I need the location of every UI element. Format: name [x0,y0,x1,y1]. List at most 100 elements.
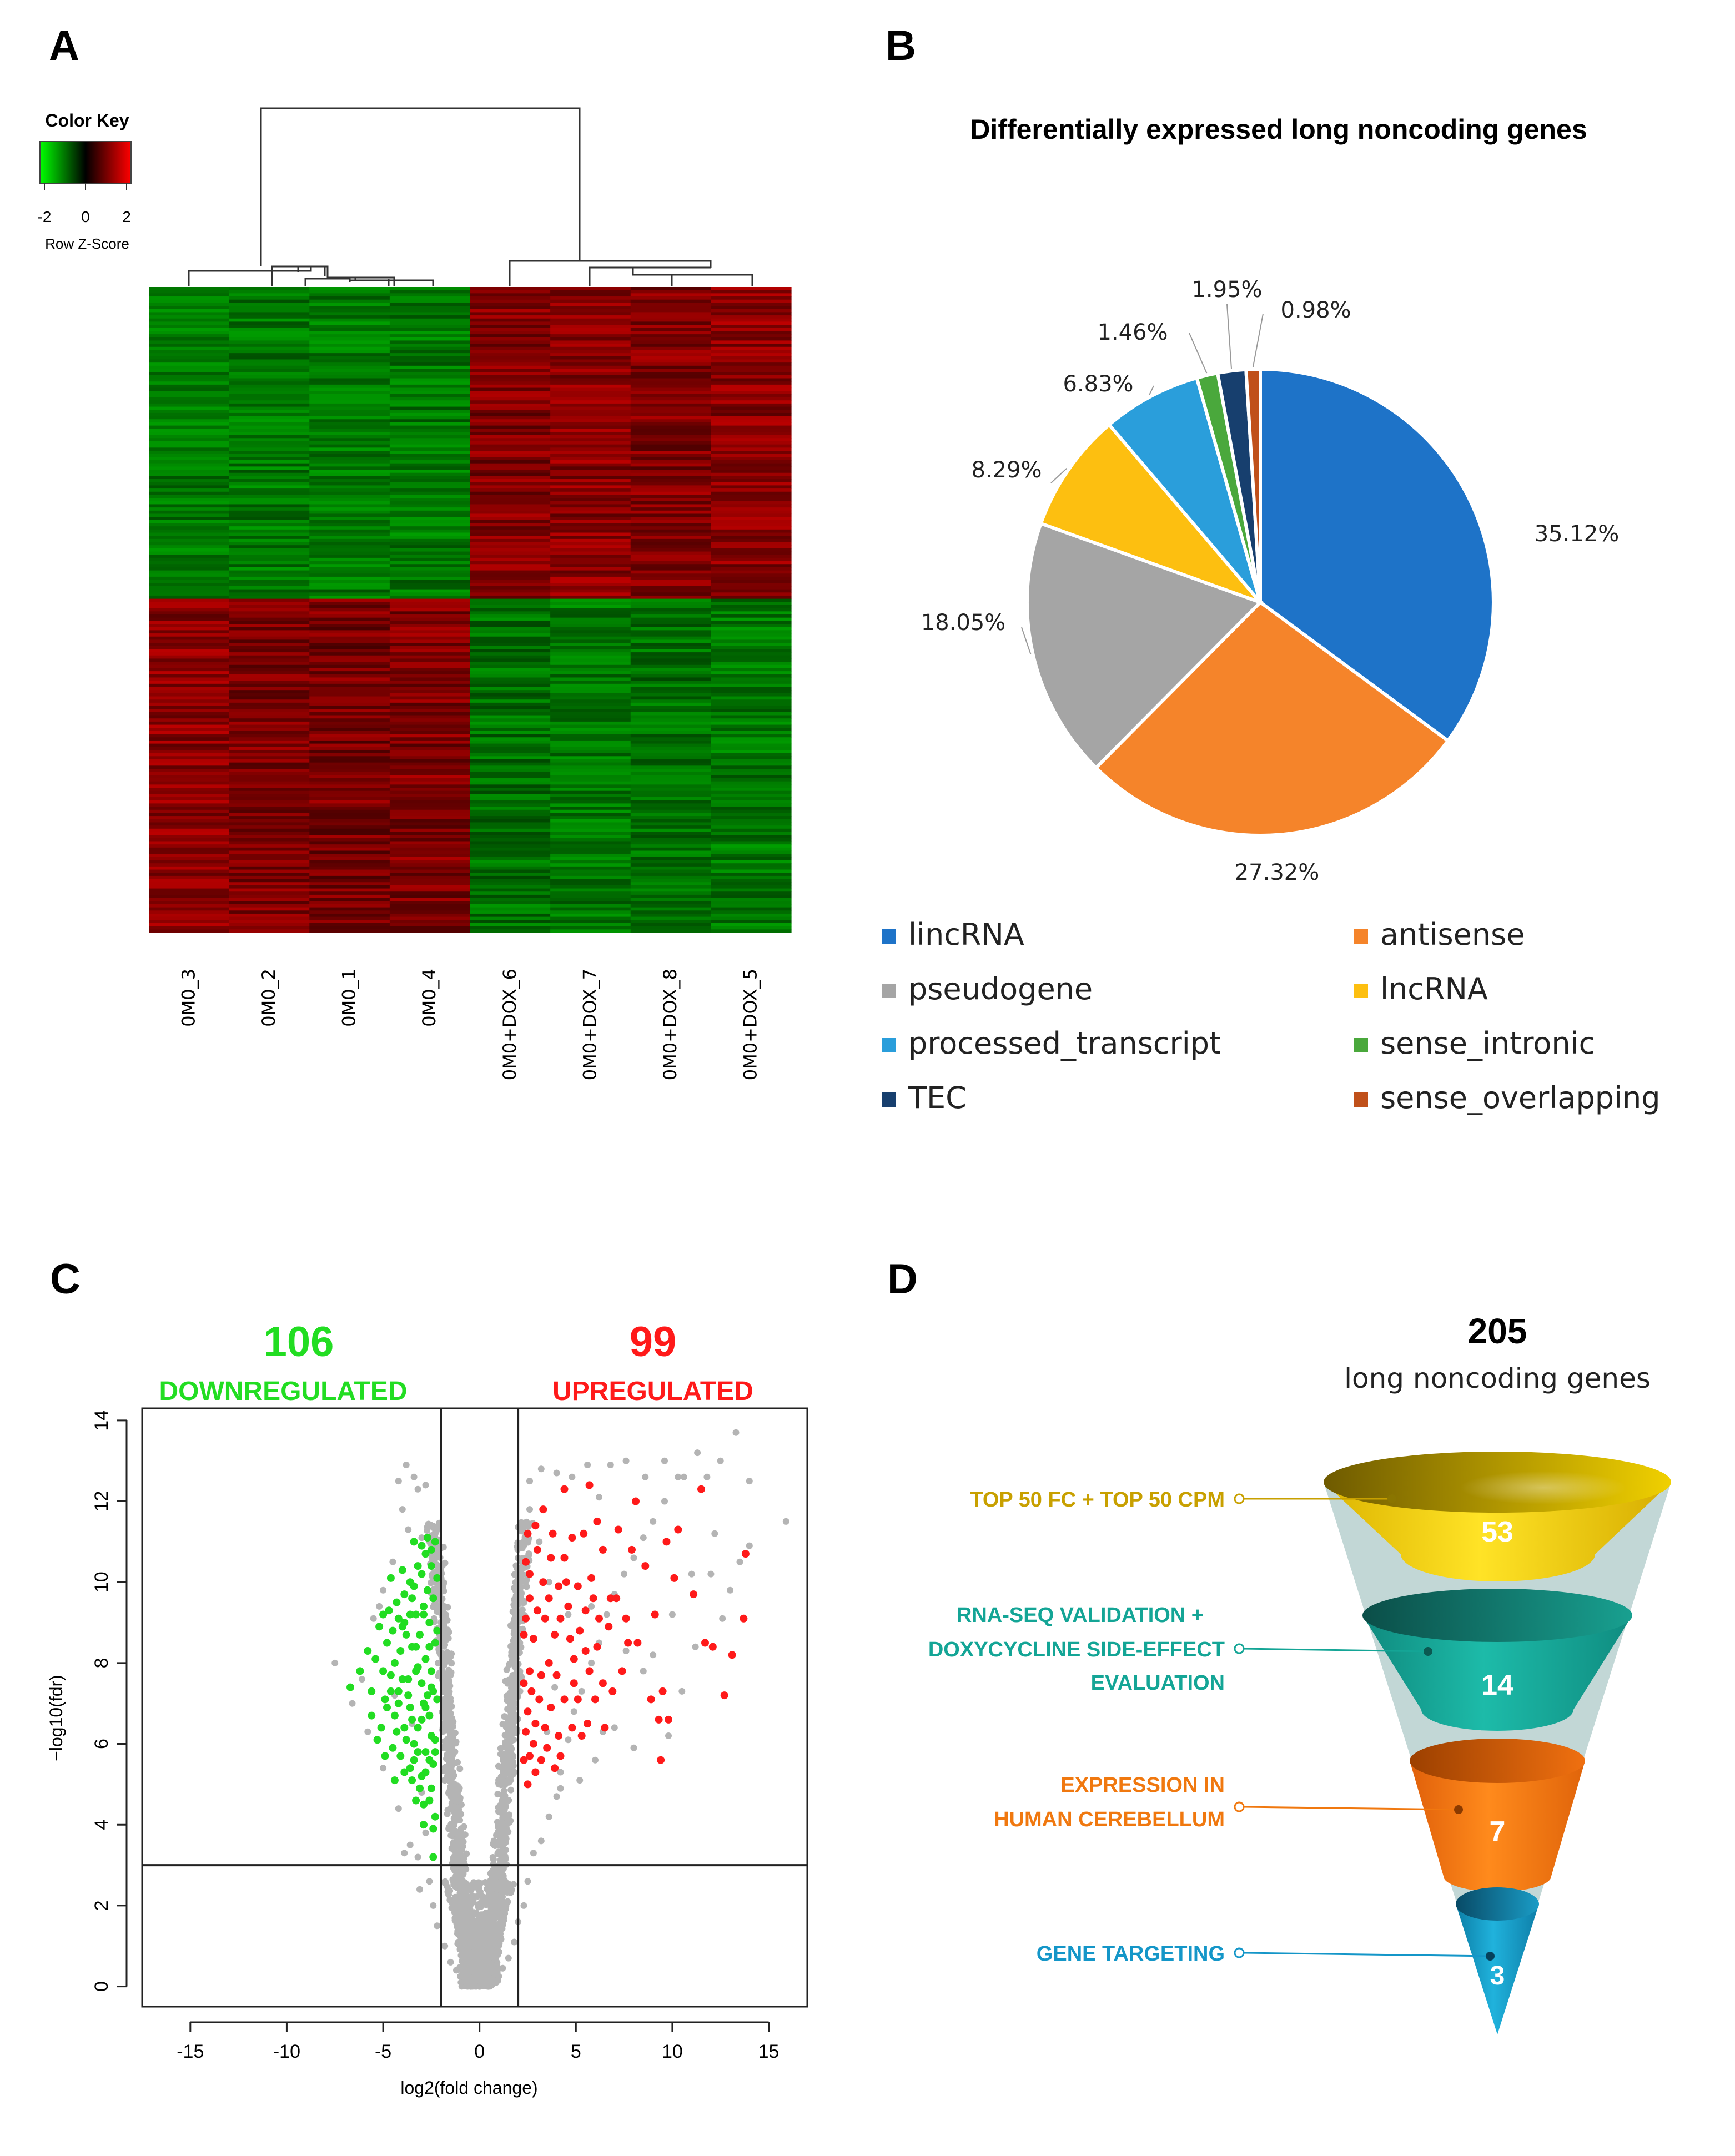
heatmap-cell [149,586,230,590]
heatmap-cell [309,869,390,873]
heatmap-cell [470,353,551,357]
heatmap-cell [630,463,711,467]
heatmap-cell [149,913,230,918]
heatmap-cell [711,447,792,451]
heatmap-cell [149,412,230,417]
volcano-point-upregulated [581,1606,590,1615]
heatmap-cell [470,406,551,410]
volcano-point-cloud [490,1856,497,1863]
heatmap-cell [550,702,631,707]
heatmap-cell [630,794,711,798]
heatmap-cell [630,321,711,325]
heatmap-cell [550,832,631,835]
heatmap-cell [229,621,310,624]
volcano-point-cloud [466,1957,474,1964]
volcano-point-upregulated [524,1780,532,1789]
heatmap-cell [229,605,310,609]
heatmap-cell [149,740,230,744]
heatmap-cell [470,299,551,303]
volcano-point-upregulated [584,1720,592,1728]
volcano-point-downregulated [408,1594,416,1603]
heatmap-cell [630,372,711,376]
heatmap-cell [309,671,390,675]
heatmap-cell [630,592,711,596]
heatmap-cell [229,353,310,357]
heatmap-cell [149,532,230,536]
volcano-point-upregulated [585,1667,594,1675]
heatmap-cell [229,476,310,480]
funnel-stage-4: 3 [1456,1887,1539,2034]
volcano-point-upregulated [526,1752,534,1760]
volcano-point-downregulated [420,1602,428,1610]
heatmap-cell [630,775,711,779]
heatmap-cell [470,510,551,515]
heatmap-cell [630,863,711,867]
heatmap-cell [229,387,310,391]
volcano-point-cloud [456,1765,464,1772]
volcano-point-not-significant [678,1687,686,1695]
heatmap-cell [470,916,551,920]
x-tick-label: 5 [571,2041,581,2062]
volcano-point-not-significant [592,1756,599,1764]
heatmap-cell [470,781,551,785]
heatmap-cell [309,331,390,335]
heatmap-cell [229,662,310,666]
heatmap-cell [149,476,230,480]
heatmap-cell [711,429,792,432]
heatmap-cell [711,737,792,741]
heatmap-cell [229,724,310,728]
heatmap-cell [630,416,711,420]
volcano-point-upregulated [551,1630,559,1639]
heatmap-cells [149,287,792,933]
heatmap-cell [711,451,792,455]
heatmap-column-label: 0M0_3 [178,969,199,1027]
column-dendrogram [188,107,753,286]
heatmap-cell [389,690,471,694]
heatmap-cell [309,362,390,366]
volcano-point-downregulated [377,1724,385,1732]
heatmap-cell [309,721,390,726]
volcano-point-cloud [503,1666,510,1673]
heatmap-cell [630,671,711,675]
heatmap-cell [630,608,711,612]
volcano-point-not-significant [480,1947,487,1953]
heatmap-cell [309,353,390,357]
volcano-point-downregulated [371,1655,380,1663]
heatmap-cell [550,595,631,600]
heatmap-cell [389,828,471,833]
heatmap-cell [229,520,310,524]
pie-percent-label: 35.12% [1535,521,1620,547]
heatmap-cell [550,454,631,457]
heatmap-cell [711,583,792,587]
heatmap-cell [149,677,230,681]
heatmap-cell [550,340,631,344]
heatmap-cell [149,595,230,600]
heatmap-cell [309,403,390,407]
heatmap-cell [630,309,711,313]
heatmap-cell [470,873,551,876]
heatmap-cell [229,419,310,423]
heatmap-cell [389,920,471,924]
volcano-point-upregulated [576,1626,584,1635]
heatmap-cell [229,340,310,344]
heatmap-cell [711,394,792,398]
volcano-point-upregulated [555,1582,563,1590]
heatmap-cell [149,614,230,618]
heatmap-cell [389,910,471,914]
heatmap-cell [229,788,310,792]
heatmap-cell [229,832,310,835]
heatmap-cell [389,734,471,738]
heatmap-cell [470,706,551,709]
heatmap-cell [711,655,792,659]
heatmap-cell [550,359,631,363]
heatmap-cell [309,438,390,442]
heatmap-cell [711,668,792,672]
heatmap-cell [149,431,230,436]
heatmap-cell [149,765,230,769]
heatmap-cell [309,860,390,864]
volcano-point-downregulated [420,1821,428,1829]
heatmap-cell [630,832,711,835]
heatmap-cell [149,674,230,678]
heatmap-cell [149,706,230,709]
heatmap-cell [550,866,631,870]
